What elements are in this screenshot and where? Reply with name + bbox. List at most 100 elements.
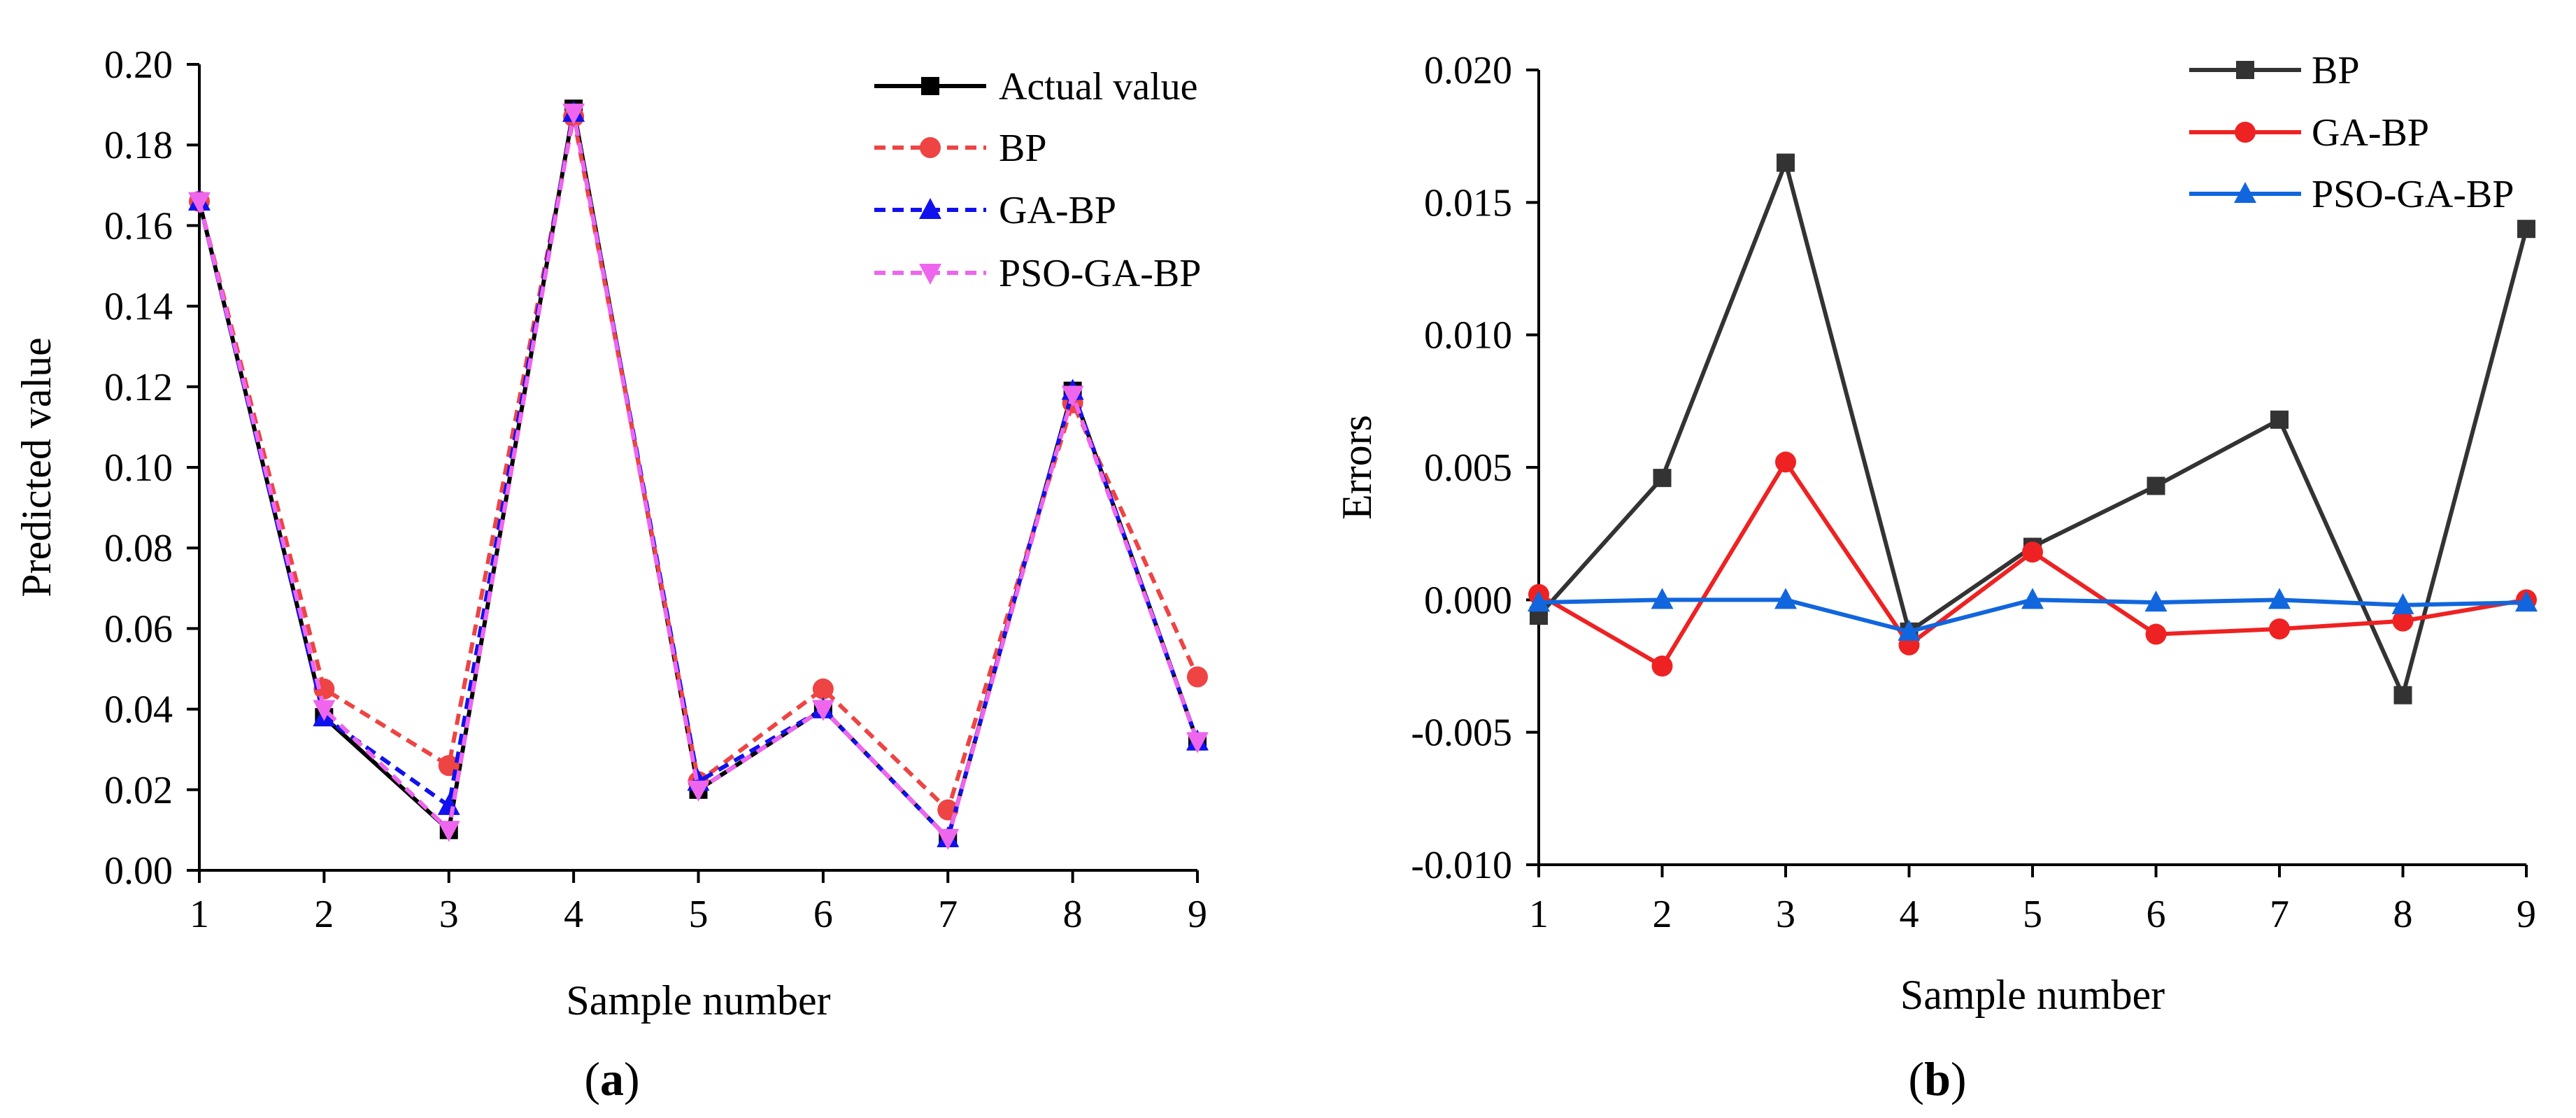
chart-a-data-point bbox=[1186, 732, 1209, 753]
chart-a-x-tick-label: 5 bbox=[689, 893, 709, 936]
chart-a-data-point bbox=[937, 828, 960, 850]
chart-b-data-point bbox=[2268, 588, 2291, 609]
panel-label-letter: a bbox=[600, 1052, 624, 1105]
chart-b-series-ga-bp bbox=[1528, 451, 2537, 677]
chart-a-x-tick-label: 2 bbox=[314, 893, 334, 936]
chart-b-legend-item: GA-BP bbox=[2189, 111, 2429, 155]
chart-a-x-tick-label: 7 bbox=[938, 893, 958, 936]
chart-b-series-pso-ga-bp bbox=[1528, 588, 2538, 641]
chart-b-x-tick-label: 8 bbox=[2393, 893, 2413, 936]
chart-b-y-tick-label: 0.005 bbox=[1424, 446, 1512, 490]
chart-a-y-tick-label: 0.10 bbox=[104, 446, 173, 490]
chart-a-data-point bbox=[313, 700, 336, 721]
chart-b-data-point bbox=[2515, 590, 2538, 612]
chart-a-legend-item: PSO-GA-BP bbox=[874, 252, 1201, 295]
chart-b-y-tick-label: 0.010 bbox=[1424, 314, 1512, 358]
chart-b-data-point bbox=[1651, 656, 1673, 677]
chart-b-data-point bbox=[2270, 410, 2289, 429]
chart-a-legend-label: Actual value bbox=[999, 65, 1198, 108]
chart-b-y-tick-label: 0.020 bbox=[1424, 49, 1512, 92]
chart-b-data-point bbox=[1528, 590, 1550, 612]
chart-b-y-tick-label: -0.005 bbox=[1411, 712, 1512, 755]
chart-b-data-point bbox=[2269, 618, 2290, 639]
chart-a-legend-item: GA-BP bbox=[874, 189, 1116, 232]
chart-a-x-tick-label: 4 bbox=[564, 893, 583, 936]
chart-a-data-point bbox=[687, 780, 710, 802]
chart-b-legend-marker bbox=[2236, 61, 2254, 79]
chart-b: 1 2 3 4 5 6 7 8 9 -0.010 -0.005 0.000 0.005 0.010 0.01… bbox=[1334, 49, 2538, 1105]
chart-b-x-tick-label: 4 bbox=[1900, 893, 1919, 936]
chart-a-series-pso-ga-bp bbox=[188, 104, 1209, 850]
chart-a-data-point bbox=[188, 192, 211, 213]
chart-b-legend-label: GA-BP bbox=[2312, 111, 2429, 155]
chart-a-y-tick-label: 0.14 bbox=[104, 285, 173, 329]
chart-b-data-point bbox=[1651, 588, 1674, 609]
chart-a-x-tick-label: 3 bbox=[439, 893, 459, 936]
chart-b-legend-item: PSO-GA-BP bbox=[2189, 173, 2514, 216]
chart-b-legend-marker bbox=[2235, 122, 2256, 143]
chart-a-x-tick-label: 8 bbox=[1063, 893, 1083, 936]
chart-b-data-point bbox=[2147, 476, 2165, 495]
chart-a-y-tick-label: 0.12 bbox=[104, 366, 173, 409]
chart-a-data-point bbox=[437, 821, 460, 842]
chart-b-series-line bbox=[1537, 160, 2528, 698]
chart-a-y-tick-label: 0.00 bbox=[104, 849, 173, 893]
chart-a-legend-label: BP bbox=[999, 127, 1047, 170]
panel-label-open: ( bbox=[584, 1052, 600, 1105]
chart-b-y-tick-label: -0.010 bbox=[1411, 844, 1512, 887]
chart-a-data-point bbox=[562, 104, 585, 125]
chart-b-x-tick-label: 9 bbox=[2517, 893, 2536, 936]
chart-a-panel-label: (a) bbox=[584, 1052, 639, 1105]
chart-a-y-tick-label: 0.04 bbox=[104, 688, 173, 732]
chart-a-legend: Actual value BP GA-BP PSO-GA-BP bbox=[874, 65, 1201, 295]
chart-a-legend-marker bbox=[919, 198, 941, 219]
chart-a-y-tick-label: 0.16 bbox=[104, 204, 173, 248]
chart-b-data-point bbox=[1653, 469, 1672, 488]
chart-b-data-point bbox=[2145, 623, 2167, 645]
chart-b-data-point bbox=[1898, 619, 1921, 641]
chart-b-x-tick-label: 1 bbox=[1529, 893, 1549, 936]
chart-a-y-tick-label: 0.20 bbox=[104, 43, 173, 87]
chart-a-y-tick-label: 0.06 bbox=[104, 607, 173, 651]
chart-a-x-tick-label: 6 bbox=[813, 893, 833, 936]
chart-a-data-point bbox=[1061, 385, 1084, 407]
chart-a-data-point bbox=[812, 678, 834, 700]
chart-b-data-point bbox=[2021, 588, 2044, 609]
chart-b-legend: BP GA-BP PSO-GA-BP bbox=[2189, 49, 2514, 216]
chart-b-legend-item: BP bbox=[2189, 49, 2360, 92]
chart-b-legend-label: PSO-GA-BP bbox=[2312, 173, 2514, 216]
chart-a-legend-marker bbox=[920, 137, 941, 158]
panel-label-close: ) bbox=[624, 1052, 640, 1105]
chart-b-data-point bbox=[1777, 153, 1795, 172]
panel-label-letter: b bbox=[1924, 1052, 1951, 1105]
chart-a-data-point bbox=[1187, 666, 1208, 688]
chart-a-legend-marker bbox=[919, 264, 941, 285]
chart-a-y-tick-label: 0.08 bbox=[104, 527, 173, 570]
chart-b-y-axis-title: Errors bbox=[1334, 415, 1380, 520]
chart-b-data-point bbox=[1775, 451, 1796, 473]
chart-b-data-point bbox=[2517, 220, 2535, 239]
chart-a-y-axis-title: Predicted value bbox=[13, 337, 59, 597]
chart-a-y-tick-label: 0.02 bbox=[104, 769, 173, 812]
chart-b-data-point bbox=[2022, 542, 2043, 563]
chart-b-data-point bbox=[1774, 588, 1797, 609]
chart-b-legend-marker bbox=[2234, 182, 2256, 203]
chart-b-data-point bbox=[2393, 686, 2412, 705]
chart-b-x-tick-label: 6 bbox=[2147, 893, 2166, 936]
panel-label-close: ) bbox=[1951, 1052, 1967, 1105]
chart-a-legend-label: GA-BP bbox=[999, 189, 1116, 232]
chart-b-data-point bbox=[2144, 590, 2168, 612]
chart-a-legend-item: BP bbox=[874, 127, 1047, 170]
chart-a-x-axis-title: Sample number bbox=[566, 977, 830, 1024]
chart-b-legend-label: BP bbox=[2312, 49, 2360, 92]
chart-a-legend-label: PSO-GA-BP bbox=[999, 252, 1201, 295]
chart-b-panel-label: (b) bbox=[1908, 1052, 1966, 1105]
chart-a-x-tick-label: 9 bbox=[1188, 893, 1207, 936]
chart-b-x-tick-label: 2 bbox=[1653, 893, 1672, 936]
chart-a-y-tick-label: 0.18 bbox=[104, 124, 173, 167]
panel-label-open: ( bbox=[1908, 1052, 1924, 1105]
chart-b-x-tick-label: 7 bbox=[2270, 893, 2289, 936]
chart-b-data-point bbox=[2391, 593, 2414, 614]
chart-a-legend-marker bbox=[921, 77, 939, 95]
